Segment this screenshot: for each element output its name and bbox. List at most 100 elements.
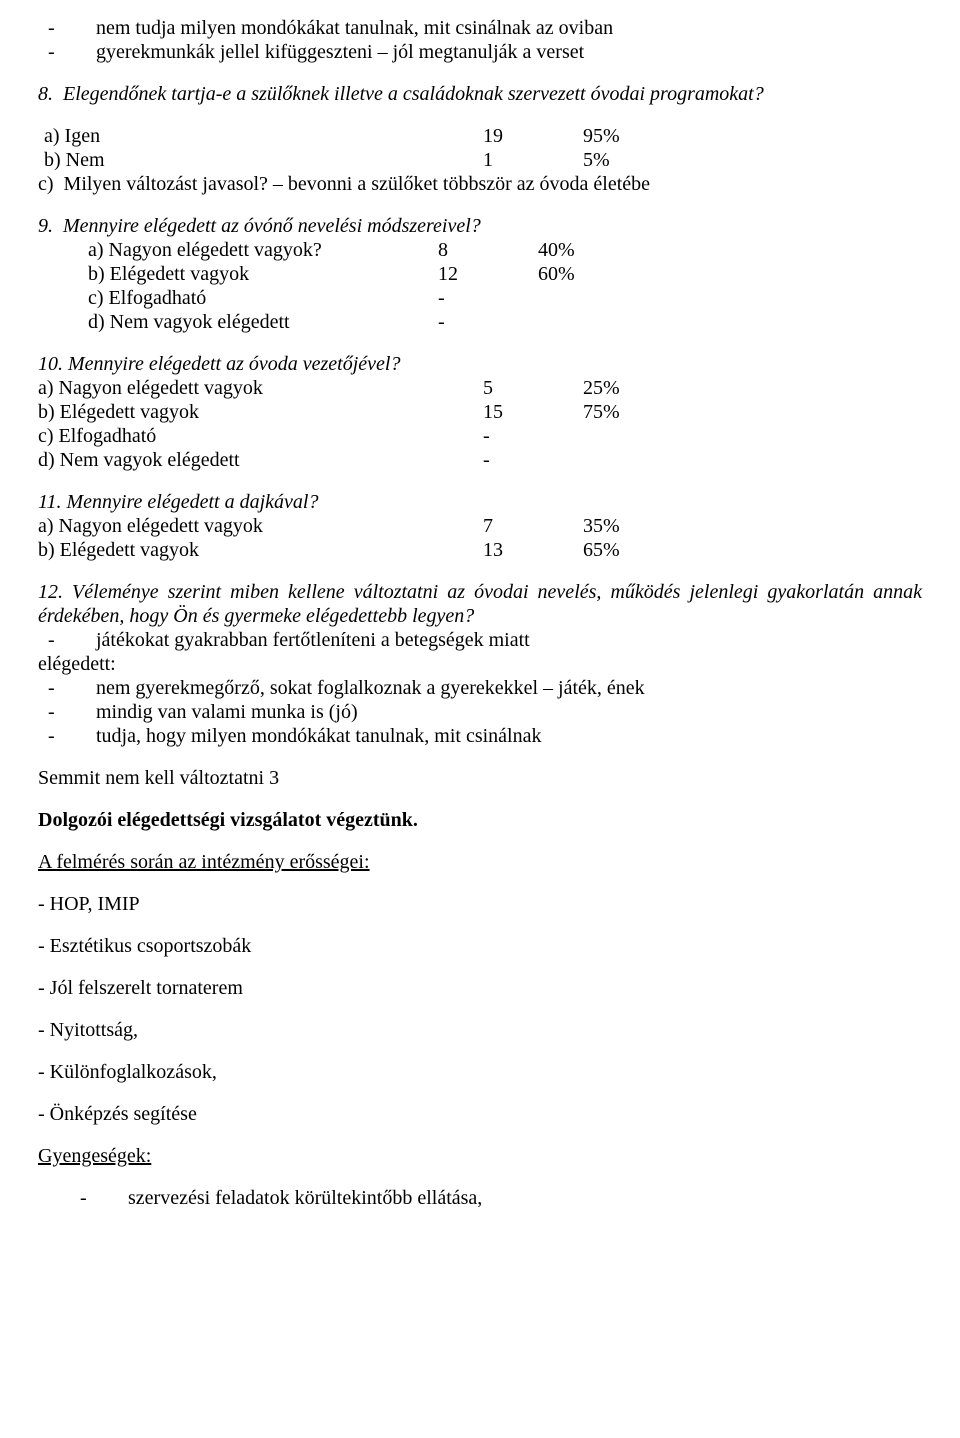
semmit-line: Semmit nem kell változtatni 3 — [38, 766, 922, 790]
bullet-text: nem gyerekmegőrző, sokat foglalkoznak a … — [96, 676, 645, 700]
q8-answers: a) Igen 19 95% b) Nem 1 5% c) Milyen vál… — [38, 124, 922, 196]
intro-bullet-list: - nem tudja milyen mondókákat tanulnak, … — [38, 16, 922, 64]
strength-item: - Különfoglalkozások, — [38, 1060, 922, 1084]
answer-count: 5 — [483, 376, 583, 400]
dolgozoi-heading: Dolgozói elégedettségi vizsgálatot végez… — [38, 808, 922, 832]
answer-row: b) Nem 1 5% — [38, 148, 922, 172]
strength-item: - Esztétikus csoportszobák — [38, 934, 922, 958]
list-item: - mindig van valami munka is (jó) — [38, 700, 922, 724]
list-item: - nem gyerekmegőrző, sokat foglalkoznak … — [38, 676, 922, 700]
answer-pct: 5% — [583, 148, 683, 172]
bullet-dash: - — [38, 676, 96, 700]
answer-row: c) Elfogadható - — [38, 286, 922, 310]
answer-text: Igen — [65, 125, 101, 147]
answer-row: a) Nagyon elégedett vagyok 5 25% — [38, 376, 922, 400]
answer-count: 13 — [483, 538, 583, 562]
answer-count: - — [438, 286, 538, 310]
q12-bullet-single: - játékokat gyakrabban fertőtleníteni a … — [38, 628, 922, 652]
answer-pct: 95% — [583, 124, 683, 148]
answer-text: Elfogadható — [109, 287, 207, 309]
strength-item: - HOP, IMIP — [38, 892, 922, 916]
bullet-text: mindig van valami munka is (jó) — [96, 700, 358, 724]
q12-bullets: - nem gyerekmegőrző, sokat foglalkoznak … — [38, 676, 922, 748]
answer-count: - — [483, 448, 583, 472]
answer-row: d) Nem vagyok elégedett - — [38, 448, 922, 472]
answer-text: b) Elégedett vagyok — [38, 538, 483, 562]
answer-row: c) Milyen változást javasol? – bevonni a… — [38, 172, 922, 196]
answer-pct: 40% — [538, 238, 638, 262]
strength-item: - Nyitottság, — [38, 1018, 922, 1042]
strengths-list: - HOP, IMIP - Esztétikus csoportszobák -… — [38, 892, 922, 1126]
answer-text: Nem vagyok elégedett — [110, 311, 290, 333]
felmeres-heading: A felmérés során az intézmény erősségei: — [38, 850, 922, 874]
bullet-text: játékokat gyakrabban fertőtleníteni a be… — [96, 628, 530, 652]
answer-pct: 65% — [583, 538, 683, 562]
answer-count: - — [438, 310, 538, 334]
answer-text: d) Nem vagyok elégedett — [38, 448, 483, 472]
question-10: 10. Mennyire elégedett az óvoda vezetőjé… — [38, 352, 922, 376]
answer-row: a) Igen 19 95% — [38, 124, 922, 148]
answer-count: 19 — [483, 124, 583, 148]
answer-text: Nagyon elégedett vagyok? — [109, 239, 322, 261]
answer-pct: 60% — [538, 262, 638, 286]
list-item: - gyerekmunkák jellel kifüggeszteni – jó… — [38, 40, 922, 64]
answer-text: c) Elfogadható — [38, 424, 483, 448]
question-12: 12. Véleménye szerint miben kellene vált… — [38, 580, 922, 628]
answer-text: c) Milyen változást javasol? – bevonni a… — [38, 172, 650, 196]
answer-text: a) Nagyon elégedett vagyok — [38, 514, 483, 538]
elegedett-label: elégedett: — [38, 652, 922, 676]
q11-answers: a) Nagyon elégedett vagyok 7 35% b) Elég… — [38, 514, 922, 562]
answer-count: 1 — [483, 148, 583, 172]
answer-count: - — [483, 424, 583, 448]
bullet-text: gyerekmunkák jellel kifüggeszteni – jól … — [96, 40, 584, 64]
answer-label: c) — [38, 287, 104, 309]
list-item: - szervezési feladatok körültekintőbb el… — [38, 1186, 922, 1210]
bullet-dash: - — [38, 16, 96, 40]
strength-item: - Önképzés segítése — [38, 1102, 922, 1126]
bullet-dash: - — [38, 628, 96, 652]
answer-row: d) Nem vagyok elégedett - — [38, 310, 922, 334]
answer-pct — [538, 310, 638, 334]
answer-count: 15 — [483, 400, 583, 424]
answer-label: d) — [38, 311, 105, 333]
q10-answers: a) Nagyon elégedett vagyok 5 25% b) Elég… — [38, 376, 922, 472]
answer-row: a) Nagyon elégedett vagyok 7 35% — [38, 514, 922, 538]
answer-label: a) — [38, 239, 104, 261]
answer-label: b) — [38, 263, 105, 285]
answer-pct: 25% — [583, 376, 683, 400]
answer-count: 7 — [483, 514, 583, 538]
answer-count: 8 — [438, 238, 538, 262]
gyengesegek-heading: Gyengeségek: — [38, 1144, 922, 1168]
q9-answers: a) Nagyon elégedett vagyok? 8 40% b) Elé… — [38, 238, 922, 334]
answer-text: Elégedett vagyok — [110, 263, 249, 285]
bullet-text: nem tudja milyen mondókákat tanulnak, mi… — [96, 16, 613, 40]
question-8: 8. Elegendőnek tartja-e a szülőknek ille… — [38, 82, 922, 106]
answer-pct: 35% — [583, 514, 683, 538]
list-item: - tudja, hogy milyen mondókákat tanulnak… — [38, 724, 922, 748]
answer-row: c) Elfogadható - — [38, 424, 922, 448]
answer-pct: 75% — [583, 400, 683, 424]
list-item: - játékokat gyakrabban fertőtleníteni a … — [38, 628, 922, 652]
answer-text: a) Nagyon elégedett vagyok — [38, 376, 483, 400]
answer-pct — [583, 448, 683, 472]
list-item: - nem tudja milyen mondókákat tanulnak, … — [38, 16, 922, 40]
answer-pct — [538, 286, 638, 310]
answer-text: b) Elégedett vagyok — [38, 400, 483, 424]
answer-row: b) Elégedett vagyok 12 60% — [38, 262, 922, 286]
bullet-dash: - — [38, 700, 96, 724]
answer-row: b) Elégedett vagyok 13 65% — [38, 538, 922, 562]
bullet-dash: - — [38, 724, 96, 748]
bullet-text: tudja, hogy milyen mondókákat tanulnak, … — [96, 724, 541, 748]
answer-row: a) Nagyon elégedett vagyok? 8 40% — [38, 238, 922, 262]
bullet-dash: - — [38, 40, 96, 64]
bullet-dash: - — [38, 1186, 128, 1210]
answer-text: Nem — [66, 149, 105, 171]
answer-pct — [583, 424, 683, 448]
question-11: 11. Mennyire elégedett a dajkával? — [38, 490, 922, 514]
bullet-text: szervezési feladatok körültekintőbb ellá… — [128, 1186, 482, 1210]
answer-label: a) — [38, 125, 60, 147]
answer-row: b) Elégedett vagyok 15 75% — [38, 400, 922, 424]
answer-count: 12 — [438, 262, 538, 286]
question-9: 9. Mennyire elégedett az óvónő nevelési … — [38, 214, 922, 238]
gyengesegek-list: - szervezési feladatok körültekintőbb el… — [38, 1186, 922, 1210]
